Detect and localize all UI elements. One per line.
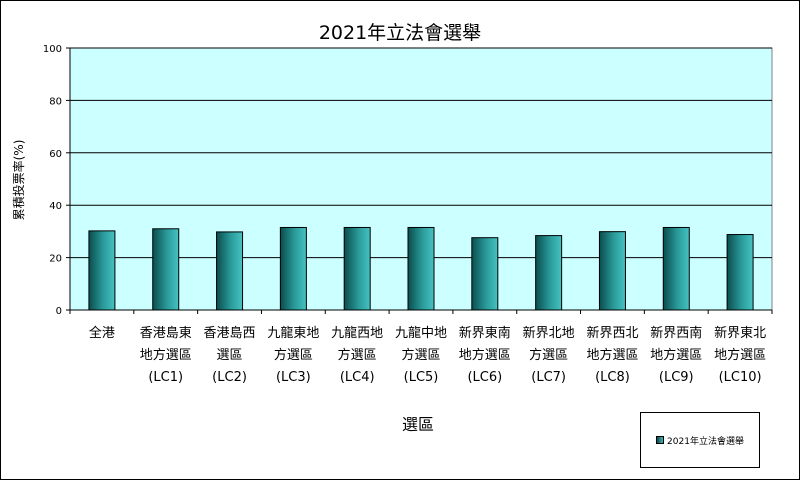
x-tick-label: 九龍東地方選區(LC3) — [267, 325, 319, 385]
y-axis-ticks: 0 20 40 60 80 100 — [43, 44, 70, 317]
x-axis-label: 選區 — [402, 415, 434, 434]
y-tick-label: 20 — [49, 254, 62, 265]
y-tick-label: 80 — [49, 96, 62, 107]
bar — [471, 237, 499, 311]
bar — [726, 234, 754, 311]
y-tick-label: 60 — [49, 149, 62, 160]
y-tick-label: 100 — [43, 44, 62, 55]
y-tick-label: 0 — [56, 306, 62, 317]
bar — [407, 226, 435, 311]
x-tick-label: 新界西北地方選區(LC8) — [586, 325, 638, 385]
bar — [88, 230, 116, 311]
bar — [279, 226, 307, 311]
bars — [88, 226, 754, 311]
bar — [343, 226, 371, 311]
x-axis-ticks: 全港 香港島東地方選區(LC1)香港島西選區(LC2)九龍東地方選區(LC3)九龍… — [69, 310, 773, 385]
y-axis-label: 累積投票率(%) — [11, 140, 26, 221]
legend: 2021年立法會選舉 — [640, 412, 760, 468]
x-tick-label: 九龍西地方選區(LC4) — [331, 325, 383, 385]
x-tick-label: 新界北地方選區(LC7) — [523, 325, 575, 385]
bar — [598, 231, 626, 311]
legend-label: 2021年立法會選舉 — [667, 436, 744, 447]
x-tick-label: 新界東南地方選區(LC6) — [459, 325, 511, 385]
chart-title: 2021年立法會選舉 — [319, 22, 481, 44]
bar — [216, 231, 244, 311]
x-tick-label: 新界西南地方選區(LC9) — [650, 325, 702, 385]
x-tick-label: 新界東北地方選區(LC10) — [714, 325, 766, 385]
bar — [662, 226, 690, 311]
x-tick-label: 全港 — [89, 325, 115, 341]
x-tick-label: 香港島東地方選區(LC1) — [140, 325, 192, 385]
bar — [535, 235, 563, 311]
bar — [152, 228, 180, 311]
y-tick-label: 40 — [49, 201, 62, 212]
x-tick-label: 九龍中地方選區(LC5) — [395, 325, 447, 385]
gridlines — [70, 47, 772, 259]
x-tick-label: 香港島西選區(LC2) — [204, 326, 256, 385]
legend-swatch — [656, 436, 665, 444]
